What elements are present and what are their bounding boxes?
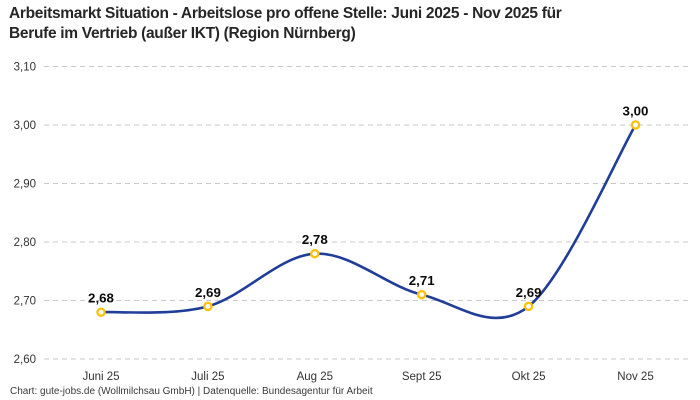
data-point-label: 3,00 bbox=[623, 104, 649, 119]
data-point-marker[interactable] bbox=[96, 307, 106, 317]
data-point-marker[interactable] bbox=[416, 289, 427, 300]
x-axis-tick-label: Nov 25 bbox=[617, 371, 653, 383]
data-point-label: 2,69 bbox=[195, 285, 221, 300]
chart-title-line1: Arbeitsmarkt Situation - Arbeitslose pro… bbox=[9, 5, 562, 22]
chart-title-line2: Berufe im Vertrieb (außer IKT) (Region N… bbox=[9, 25, 356, 42]
x-axis-tick-label: Aug 25 bbox=[297, 371, 333, 383]
data-point-marker[interactable] bbox=[630, 120, 641, 130]
y-axis-tick-label: 2,70 bbox=[14, 296, 36, 308]
data-point-marker[interactable] bbox=[523, 301, 534, 312]
y-axis-tick-label: 2,90 bbox=[14, 179, 36, 191]
y-axis-tick-label: 3,00 bbox=[14, 120, 36, 132]
y-axis-tick-label: 2,80 bbox=[14, 237, 36, 249]
y-axis-tick-label: 3,10 bbox=[14, 62, 36, 74]
data-point-label: 2,71 bbox=[409, 273, 435, 288]
data-point-label: 2,78 bbox=[302, 232, 328, 247]
x-axis-tick-label: Juni 25 bbox=[82, 371, 119, 383]
chart-attribution: Chart: gute-jobs.de (Wollmilchsau GmbH) … bbox=[10, 386, 373, 397]
x-axis-tick-label: Sept 25 bbox=[402, 371, 442, 383]
x-axis-tick-label: Okt 25 bbox=[512, 371, 546, 383]
x-axis-tick-label: Juli 25 bbox=[191, 371, 224, 383]
y-axis-tick-label: 2,60 bbox=[14, 354, 36, 366]
data-point-marker[interactable] bbox=[203, 301, 213, 312]
chart-title: Arbeitsmarkt Situation - Arbeitslose pro… bbox=[9, 4, 562, 44]
data-point-marker[interactable] bbox=[310, 248, 320, 259]
line-series bbox=[99, 123, 637, 320]
data-point-label: 2,69 bbox=[516, 285, 542, 300]
data-point-label: 2,68 bbox=[88, 291, 114, 306]
